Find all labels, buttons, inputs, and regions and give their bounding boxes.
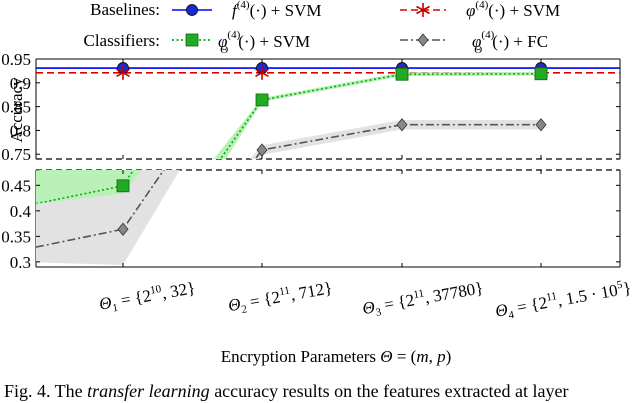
y-tick-label: 0.75 [1,145,31,164]
y-axis-label: Accuracy [7,77,26,143]
band-lower-phitheta-fc [36,170,180,265]
x-category-theta4: Θ4 = {211, 1.5 · 105} [494,277,634,324]
data-point-phi-svm-stroke [255,68,269,78]
y-tick-label: 0.4 [10,202,32,221]
y-tick-label: 0.95 [1,50,31,69]
data-point-phitheta-fc [535,118,547,132]
x-category-theta2: Θ2 = {211, 712} [227,277,335,318]
y-tick-label: 0.3 [10,253,31,272]
legend-square-marker [185,33,199,47]
y-tick-label: 0.9 [10,74,31,93]
legend-group-baselines: Baselines: [90,0,160,19]
x-category-labels: Θ1 = {210, 32} Θ2 = {211, 712} Θ3 = {211… [97,277,634,324]
data-point-phi-svm [116,65,130,80]
x-category-theta1: Θ1 = {210, 32} [97,277,197,317]
legend-label-f-svm: f(4)(·) + SVM [232,0,321,20]
series-line-phitheta-fc [254,123,541,159]
y-tick-label: 0.35 [1,227,31,246]
x-axis-label: Encryption Parameters Θ = (m, p) [221,347,452,366]
legend-label-phitheta-svm: φ(4) Θ (·) + SVM [218,29,310,56]
upper-panel [35,58,621,160]
legend-circle-marker [186,4,198,16]
band-group-phitheta-svm [213,71,542,159]
series-line-phitheta-svm [219,72,542,159]
caption-emphasis: transfer learning [87,381,210,401]
data-point-phitheta-svm [534,67,548,81]
y-tick-label: 0.85 [1,98,31,117]
y-tick-label: 0.8 [10,121,31,140]
band-group-lower-phitheta-fc [36,170,180,265]
data-point-phitheta-fc [396,118,408,132]
legend-group-classifiers: Classifiers: [84,31,161,50]
x-category-theta3: Θ3 = {211, 37780} [361,277,485,321]
legend-entry-phitheta-svm: φ(4) Θ (·) + SVM [172,29,310,56]
legend-entry-f-svm: f(4)(·) + SVM [172,0,321,20]
data-point-phi-svm [255,65,269,80]
legend-diamond-marker [417,33,429,47]
y-tick-label: 0.45 [1,176,31,195]
band-phitheta-fc [249,119,541,159]
legend-entry-phi-svm: φ(4)(·) + SVM [400,0,560,20]
legend-label-phi-svm: φ(4)(·) + SVM [466,0,560,20]
band-group-phitheta-fc [249,119,541,159]
data-point-lower-phitheta-fc [117,222,129,236]
legend-star-marker [416,3,430,17]
caption-rest: accuracy results on the features extract… [209,381,569,401]
legend-label-phitheta-fc: φ(4) Θ (·) + FC [472,29,548,56]
data-point-phi-svm-stroke [116,68,130,78]
data-point-lower-phitheta-svm [116,179,130,193]
caption-prefix: Fig. 4. The [4,381,88,401]
data-point-phitheta-svm [395,67,409,81]
legend-entry-phitheta-fc: φ(4) Θ (·) + FC [400,29,548,56]
legend: Baselines: Classifiers: f(4)(·) + SVM φ(… [84,0,561,56]
figure-caption: Fig. 4. The transfer learning accuracy r… [4,381,569,402]
data-point-phitheta-svm [255,93,269,107]
